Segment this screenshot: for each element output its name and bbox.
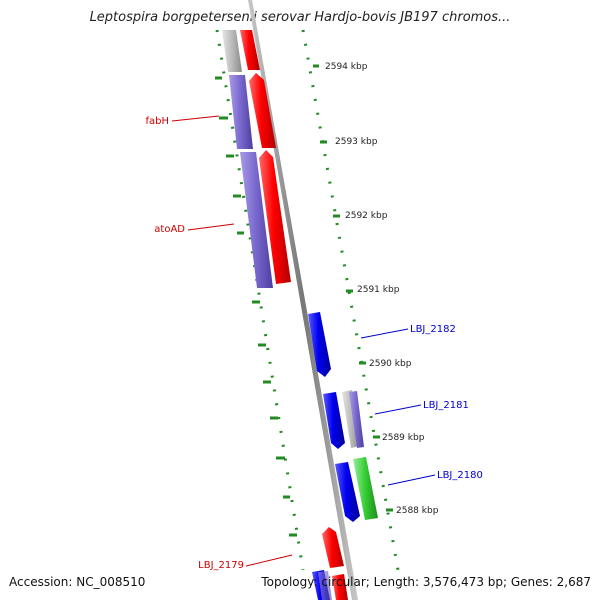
gene-segment [240, 152, 273, 288]
gene-arrow [322, 527, 344, 568]
gene-label-LBJ-2179: LBJ_2179 [198, 560, 244, 571]
scale-tick-label: 2593 kbp [335, 137, 378, 147]
gene-label-atoAD: atoAD [154, 224, 185, 235]
genome-backbone [248, 0, 358, 600]
gc-skew-dashes [215, 76, 297, 537]
scale-tick-label: 2590 kbp [369, 359, 412, 369]
scale-tick-labels: 2594 kbp 2593 kbp 2592 kbp 2591 kbp 2590… [325, 62, 439, 516]
map-title: Leptospira borgpetersenii serovar Hardjo… [89, 10, 511, 25]
scale-tick-label: 2589 kbp [382, 433, 425, 443]
gene-segment [222, 30, 242, 72]
scale-tick-label: 2588 kbp [396, 506, 439, 516]
forward-strand-track [240, 30, 348, 600]
footer-accession: Accession: NC_008510 [9, 575, 146, 589]
gene-arrow [332, 574, 348, 600]
gene-arrow [249, 73, 276, 148]
gene-label-LBJ-2182: LBJ_2182 [410, 324, 456, 335]
scale-tick-label: 2591 kbp [357, 285, 400, 295]
gene-arrow [335, 462, 360, 522]
scale-ticks [313, 64, 393, 512]
gene-segment [349, 391, 364, 448]
gene-label-LBJ-2180: LBJ_2180 [437, 470, 483, 481]
gene-segment [318, 571, 332, 600]
scale-tick-label: 2594 kbp [325, 62, 368, 72]
gene-arrow [308, 312, 331, 377]
gene-arrow [259, 150, 291, 284]
gene-segment [353, 457, 378, 520]
footer-stats: Topology: circular; Length: 3,576,473 bp… [261, 575, 591, 589]
cog-track-left [222, 30, 273, 288]
gene-arrow [323, 392, 345, 449]
cog-track-right [318, 390, 378, 600]
gene-label-LBJ-2181: LBJ_2181 [423, 400, 469, 411]
gene-segment [229, 75, 253, 149]
gene-labels: fabH atoAD LBJ_2182 LBJ_2181 LBJ_2180 LB… [145, 116, 482, 571]
gene-label-fabH: fabH [145, 116, 169, 127]
gene-arrow [240, 30, 260, 70]
scale-tick-label: 2592 kbp [345, 211, 388, 221]
label-leaders [171, 115, 436, 567]
